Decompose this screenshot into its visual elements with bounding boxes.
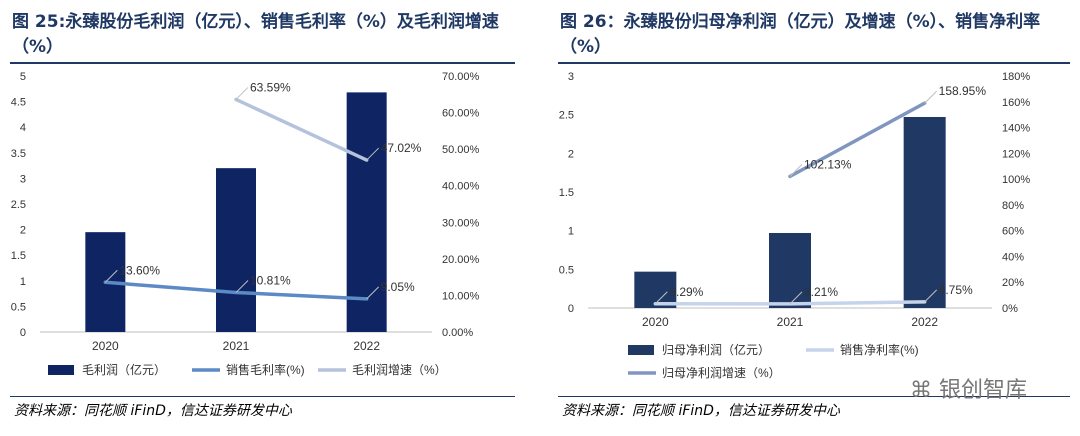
series-line [234, 97, 369, 162]
y-right-tick-label: 60% [1002, 226, 1024, 238]
legend-label: 归母净利润增速（%） [662, 366, 781, 380]
chart-panel-gross-profit: 图 25:永臻股份毛利润（亿元）、销售毛利率（%）及毛利润增速（%） 0 0.5 1… [0, 0, 525, 436]
y-right-tick-label: 70.00% [442, 71, 480, 83]
bar [346, 92, 387, 332]
x-tick-label: 2021 [777, 315, 804, 329]
data-label: 47.02% [381, 141, 422, 155]
y-right-tick-label: 20.00% [442, 254, 480, 266]
data-label: 3.21% [804, 285, 838, 299]
data-label-leader [235, 87, 249, 100]
bar [634, 271, 677, 308]
x-tick-label: 2020 [642, 315, 669, 329]
data-label: 10.81% [250, 273, 291, 287]
y-right-tick-label: 160% [1002, 97, 1030, 109]
data-label-leader [789, 164, 803, 177]
legend-label: 销售净利率(%) [840, 342, 919, 357]
data-label: 102.13% [804, 157, 852, 171]
data-label: 3.29% [669, 285, 703, 299]
y-right-tick-label: 140% [1002, 123, 1030, 135]
y-left-tick-label: 2 [20, 225, 26, 237]
source-divider [558, 396, 1070, 397]
y-left-tick-label: 4 [20, 122, 26, 134]
title-divider [558, 62, 1070, 64]
data-label: 158.95% [939, 84, 987, 98]
y-left-tick-label: 0 [20, 327, 26, 339]
title-divider [10, 62, 515, 64]
y-left-tick-label: 2.5 [559, 110, 574, 122]
y-right-tick-label: 40.00% [442, 181, 480, 193]
y-right-tick-label: 50.00% [442, 144, 480, 156]
series-line [788, 101, 927, 179]
x-tick-label: 2020 [92, 339, 119, 353]
y-right-tick-label: 120% [1002, 148, 1030, 160]
data-label-leader [366, 286, 380, 300]
data-label: 13.60% [119, 263, 160, 277]
data-label-leader [235, 280, 249, 293]
y-left-tick-label: 1.5 [559, 187, 574, 199]
chart-title: 图 25:永臻股份毛利润（亿元）、销售毛利率（%）及毛利润增速（%） [12, 12, 499, 57]
legend-swatch [48, 365, 74, 375]
y-right-tick-label: 0.00% [442, 327, 473, 339]
data-label: 4.75% [939, 283, 973, 297]
data-label-leader [924, 289, 938, 303]
source-note: 资料来源：同花顺 iFinD，信达证券研发中心 [14, 403, 292, 419]
y-right-tick-label: 0% [1002, 303, 1018, 315]
data-label-leader [104, 269, 118, 283]
y-right-tick-label: 100% [1002, 174, 1030, 186]
y-left-tick-label: 0.5 [11, 301, 26, 313]
x-tick-label: 2021 [223, 339, 250, 353]
y-left-tick-label: 0.5 [559, 264, 574, 276]
x-tick-label: 2022 [353, 339, 380, 353]
net-profit-chart: 0 0.5 1 1.5 2 2.5 3 0% 20% 40% 60% 80% 100% 120% 140% 1… [559, 71, 1031, 380]
y-left-tick-label: 5 [20, 71, 26, 83]
y-right-tick-label: 40% [1002, 251, 1024, 263]
source-divider [10, 396, 515, 397]
data-label-leader [789, 291, 803, 305]
bar [769, 232, 811, 308]
y-left-tick-label: 3 [568, 71, 574, 83]
y-left-tick-label: 2.5 [11, 199, 26, 211]
y-left-tick-label: 4.5 [11, 97, 26, 109]
legend-label: 归母净利润（亿元） [662, 342, 770, 357]
legend-swatch [628, 345, 654, 355]
y-right-tick-label: 180% [1002, 71, 1030, 83]
watermark-text: 银创智库 [939, 378, 1028, 403]
y-right-tick-label: 30.00% [442, 217, 480, 229]
legend-label: 销售毛利率(%) [226, 362, 305, 377]
bar [216, 168, 256, 332]
y-left-tick-label: 3.5 [11, 148, 26, 160]
y-left-tick-label: 2 [568, 148, 574, 160]
chart-title: 图 26：永臻股份归母净利润（亿元）及增速（%）、销售净利率（%） [560, 12, 1041, 57]
x-tick-label: 2022 [911, 315, 938, 329]
y-left-tick-label: 1 [568, 226, 574, 238]
data-label-leader [366, 147, 380, 161]
y-right-tick-label: 80% [1002, 200, 1024, 212]
data-label-leader [924, 90, 938, 104]
source-note: 资料来源：同花顺 iFinD，信达证券研发中心 [562, 403, 840, 419]
y-left-tick-label: 1.5 [11, 250, 26, 262]
y-right-tick-label: 20% [1002, 277, 1024, 289]
watermark-logo: ⌘ 银创智库 [910, 372, 1027, 404]
gross-profit-chart: 00.511.522.533.544.550.00%10.00%20.00%30… [11, 71, 480, 377]
y-left-tick-label: 3 [20, 173, 26, 185]
y-left-tick-label: 0 [568, 303, 574, 315]
legend-label: 毛利润增速（%） [352, 363, 447, 377]
chart-panel-net-profit: 图 26：永臻股份归母净利润（亿元）及增速（%）、销售净利率（%） 0 0.5 1 1… [548, 0, 1080, 436]
y-right-tick-label: 60.00% [442, 108, 480, 120]
y-right-tick-label: 10.00% [442, 290, 480, 302]
wechat-icon: ⌘ [910, 378, 932, 403]
y-left-tick-label: 1 [20, 276, 26, 288]
data-label-leader [654, 291, 668, 305]
bar [903, 116, 946, 308]
data-label: 63.59% [250, 80, 291, 94]
legend-label: 毛利润（亿元） [82, 362, 166, 377]
data-label: 9.05% [381, 280, 415, 294]
